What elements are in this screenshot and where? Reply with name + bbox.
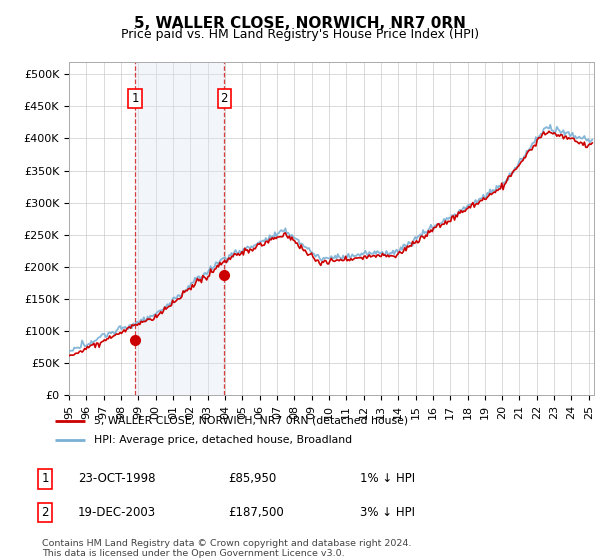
Text: Price paid vs. HM Land Registry's House Price Index (HPI): Price paid vs. HM Land Registry's House …: [121, 28, 479, 41]
Text: 1: 1: [41, 472, 49, 486]
Text: 2: 2: [41, 506, 49, 519]
Text: 2: 2: [220, 92, 228, 105]
Text: £85,950: £85,950: [228, 472, 276, 486]
Text: 3% ↓ HPI: 3% ↓ HPI: [360, 506, 415, 519]
Text: 5, WALLER CLOSE, NORWICH, NR7 0RN: 5, WALLER CLOSE, NORWICH, NR7 0RN: [134, 16, 466, 31]
Text: 19-DEC-2003: 19-DEC-2003: [78, 506, 156, 519]
Text: 23-OCT-1998: 23-OCT-1998: [78, 472, 155, 486]
Bar: [135, 62, 224, 395]
Text: £187,500: £187,500: [228, 506, 284, 519]
Text: 1: 1: [131, 92, 139, 105]
Text: Contains HM Land Registry data © Crown copyright and database right 2024.
This d: Contains HM Land Registry data © Crown c…: [42, 539, 412, 558]
Text: 1% ↓ HPI: 1% ↓ HPI: [360, 472, 415, 486]
Text: 5, WALLER CLOSE, NORWICH, NR7 0RN (detached house): 5, WALLER CLOSE, NORWICH, NR7 0RN (detac…: [94, 416, 408, 426]
Text: HPI: Average price, detached house, Broadland: HPI: Average price, detached house, Broa…: [94, 435, 352, 445]
